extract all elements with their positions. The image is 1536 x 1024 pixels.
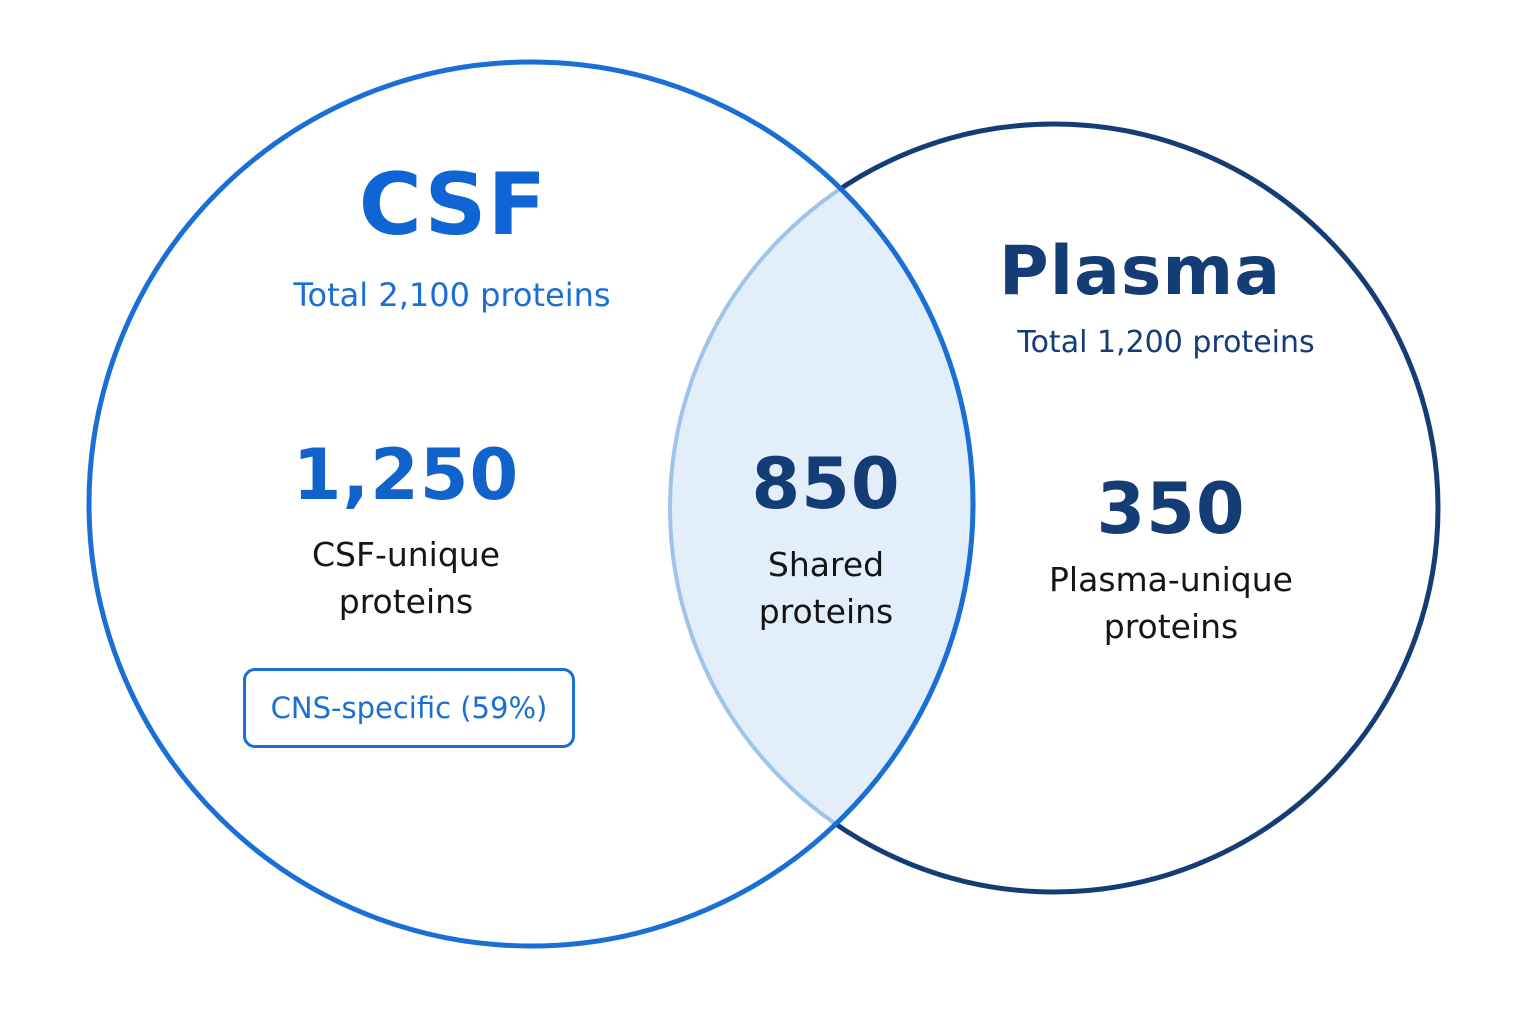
plasma-total-label: Total 1,200 proteins bbox=[1017, 325, 1315, 360]
shared-label-line2: proteins bbox=[758, 592, 894, 631]
csf-set-title: CSF bbox=[358, 155, 548, 255]
csf-unique-label-line2: proteins bbox=[338, 582, 474, 621]
shared-count: 850 bbox=[751, 443, 901, 525]
cns-specific-badge-text: CNS-specific (59%) bbox=[270, 691, 548, 725]
plasma-circle-inner-arc bbox=[668, 122, 973, 894]
plasma-unique-label-line1: Plasma-unique bbox=[1049, 560, 1293, 599]
csf-unique-count: 1,250 bbox=[292, 434, 520, 516]
plasma-unique-label: Plasma-unique proteins bbox=[1001, 556, 1341, 650]
shared-label-line1: Shared bbox=[767, 545, 885, 584]
plasma-set-title: Plasma bbox=[998, 232, 1282, 311]
overlap-region bbox=[670, 124, 973, 892]
plasma-unique-count: 350 bbox=[1096, 468, 1246, 550]
plasma-unique-label-line2: proteins bbox=[1103, 607, 1239, 646]
csf-total-label: Total 2,100 proteins bbox=[293, 276, 611, 314]
shared-label: Shared proteins bbox=[676, 541, 976, 635]
csf-unique-label: CSF-unique proteins bbox=[256, 531, 556, 625]
cns-specific-badge: CNS-specific (59%) bbox=[243, 668, 575, 748]
csf-unique-label-line1: CSF-unique bbox=[311, 535, 501, 574]
csf-circle bbox=[86, 59, 976, 949]
